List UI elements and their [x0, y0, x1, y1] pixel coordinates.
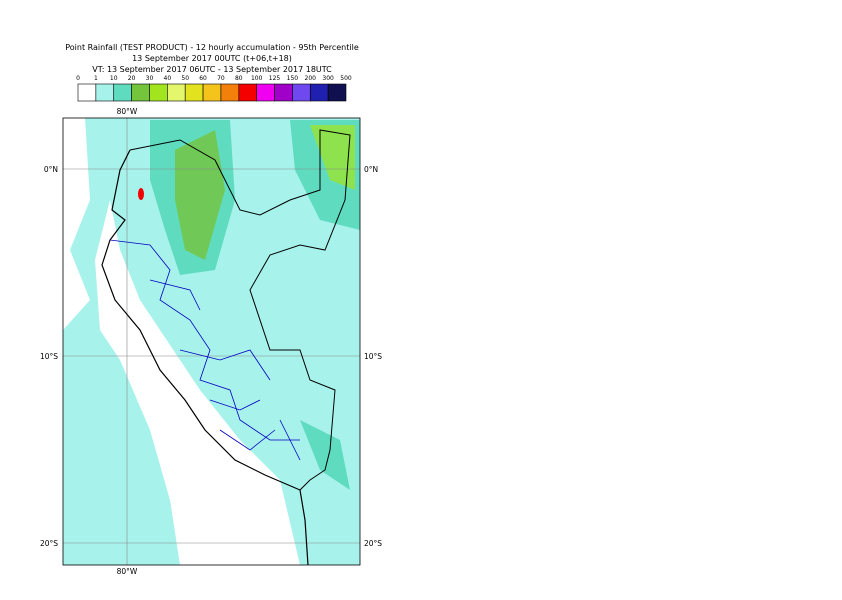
- legend-label: 20: [128, 75, 136, 82]
- legend-label: 50: [181, 75, 189, 82]
- rain-heavy-east: [310, 125, 355, 190]
- legend-label: 200: [305, 75, 317, 82]
- title: Point Rainfall (TEST PRODUCT) - 12 hourl…: [65, 43, 359, 52]
- legend-swatch: [167, 83, 186, 102]
- legend-swatch: [274, 83, 293, 102]
- legend-label: 0: [76, 75, 80, 82]
- lon-label: 80°W: [117, 107, 138, 116]
- rain-heavy: [175, 130, 225, 260]
- legend-label: 40: [164, 75, 172, 82]
- legend-swatch: [184, 83, 204, 102]
- coastline: [101, 149, 309, 565]
- valid-time: VT: 13 September 2017 06UTC - 13 Septemb…: [92, 65, 332, 74]
- rain-max: [138, 188, 144, 200]
- legend-label: 100: [251, 75, 263, 82]
- rain-south: [300, 420, 350, 490]
- legend-label: 500: [340, 75, 352, 82]
- lat-label: 0°N: [44, 165, 58, 174]
- base-time: 13 September 2017 00UTC (t+06,t+18): [132, 54, 292, 63]
- rain-light: [63, 118, 360, 565]
- legend-swatch: [149, 83, 168, 102]
- legend-swatch: [292, 83, 311, 102]
- legend-swatch: [327, 83, 347, 102]
- legend-swatch: [220, 83, 240, 102]
- border: [129, 129, 351, 491]
- legend-label: 30: [146, 75, 154, 82]
- regions: [109, 239, 301, 461]
- legend-swatch: [202, 83, 222, 102]
- legend-swatch: [256, 83, 275, 102]
- legend: 0 1 10 20 30 40 50 60 70 80 100 125 150 200 300 500: [76, 75, 352, 102]
- legend-label: 60: [199, 75, 207, 82]
- lat-label: 20°S: [40, 539, 58, 548]
- legend-swatch: [77, 83, 97, 102]
- legend-label: 150: [287, 75, 299, 82]
- map: [63, 118, 360, 565]
- legend-swatch: [113, 83, 132, 102]
- legend-swatch: [131, 83, 150, 102]
- lat-label: 20°S: [364, 539, 382, 548]
- legend-label: 300: [322, 75, 334, 82]
- legend-swatch: [238, 83, 257, 102]
- lat-label: 10°S: [364, 352, 382, 361]
- map-frame: [62, 117, 361, 566]
- graticule: [63, 118, 360, 565]
- lat-label: 0°N: [364, 165, 378, 174]
- legend-label: 80: [235, 75, 243, 82]
- legend-swatch: [309, 83, 329, 102]
- legend-label: 70: [217, 75, 225, 82]
- legend-label: 10: [110, 75, 118, 82]
- legend-swatch: [95, 83, 115, 102]
- lon-label: 80°W: [117, 567, 138, 576]
- lat-label: 10°S: [40, 352, 58, 361]
- legend-label: 1: [94, 75, 98, 82]
- legend-label: 125: [269, 75, 281, 82]
